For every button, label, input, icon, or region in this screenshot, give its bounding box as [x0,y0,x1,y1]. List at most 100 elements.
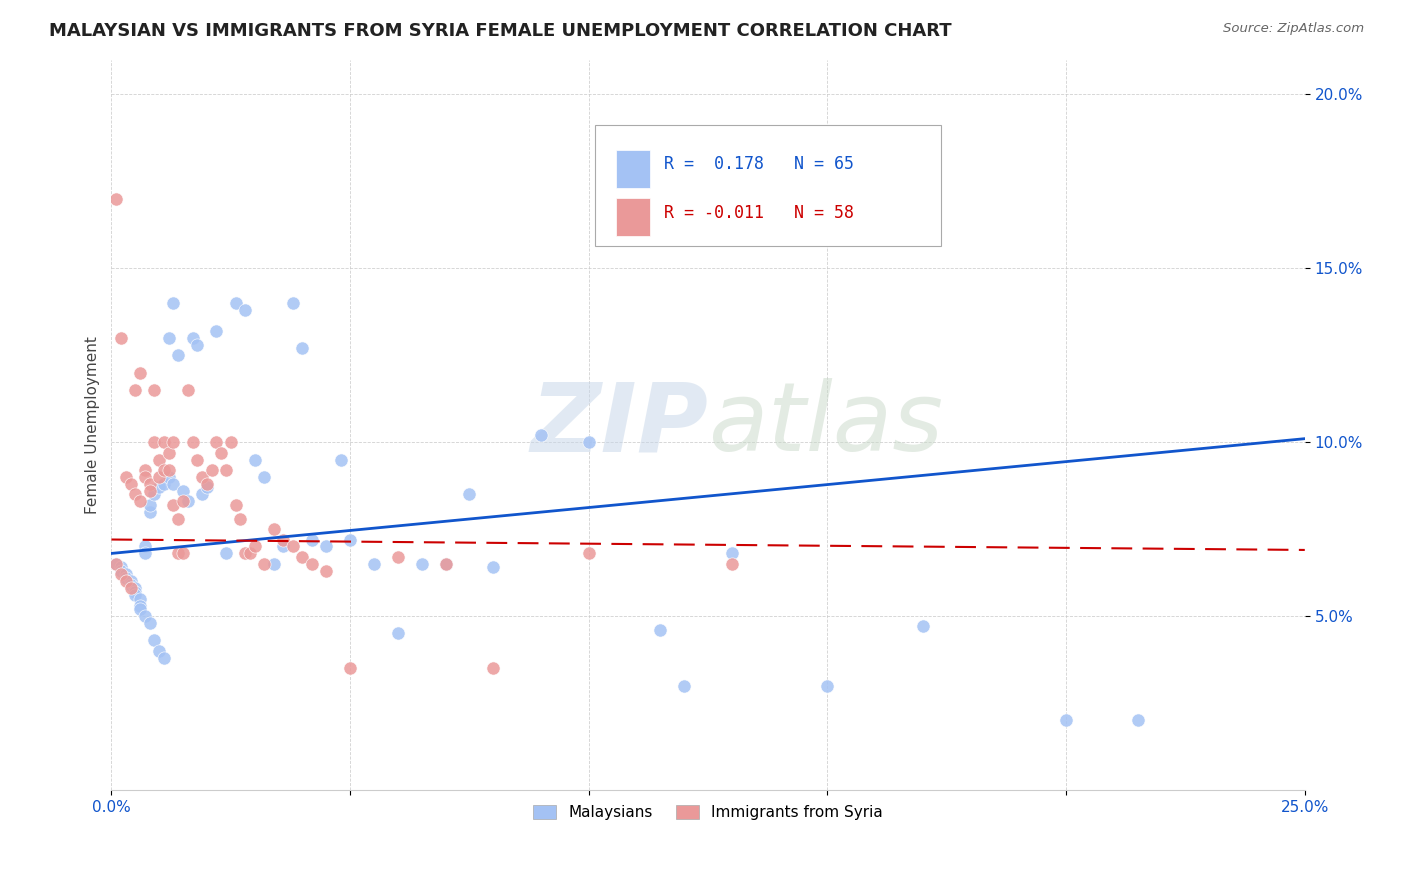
Point [219,435,242,450]
Point [239,546,262,560]
Point [243,452,266,467]
Point [114,567,136,582]
Text: MALAYSIAN VS IMMIGRANTS FROM SYRIA FEMALE UNEMPLOYMENT CORRELATION CHART: MALAYSIAN VS IMMIGRANTS FROM SYRIA FEMAL… [49,22,952,40]
Point [1126,714,1149,728]
Point [134,546,156,560]
Point [114,571,136,585]
Point [129,602,152,616]
Point [233,546,256,560]
Point [124,383,146,397]
Legend: Malaysians, Immigrants from Syria: Malaysians, Immigrants from Syria [527,799,889,826]
Point [143,487,166,501]
Point [530,428,553,442]
Point [215,546,238,560]
Point [271,540,294,554]
Point [124,487,146,501]
Point [181,331,204,345]
Point [138,498,160,512]
Text: ZIP: ZIP [530,378,709,471]
Point [157,331,180,345]
Point [458,487,481,501]
Point [186,452,208,467]
Point [129,366,152,380]
Point [578,546,600,560]
Point [124,588,146,602]
Point [387,626,409,640]
Point [301,557,323,571]
FancyBboxPatch shape [595,126,941,246]
Point [911,619,934,633]
Point [105,557,128,571]
Point [120,476,142,491]
Point [157,470,180,484]
Point [120,581,142,595]
Point [120,574,142,589]
Text: R =  0.178   N = 65: R = 0.178 N = 65 [664,155,853,173]
Point [110,560,132,574]
Point [124,581,146,595]
Point [162,435,184,450]
Point [229,511,252,525]
Point [138,615,160,630]
Point [134,540,156,554]
Point [434,557,457,571]
Point [153,463,176,477]
Point [281,540,304,554]
Text: Source: ZipAtlas.com: Source: ZipAtlas.com [1223,22,1364,36]
Point [110,564,132,578]
Point [138,505,160,519]
Point [721,546,744,560]
Point [225,498,247,512]
Point [673,679,696,693]
Point [153,476,176,491]
Point [301,533,323,547]
Point [162,296,184,310]
Point [177,494,200,508]
Point [114,470,136,484]
Point [225,296,247,310]
Point [114,574,136,589]
Point [253,557,276,571]
Point [291,549,314,564]
Point [482,560,505,574]
Point [138,483,160,498]
Point [215,463,238,477]
Bar [616,150,650,187]
Point [191,470,214,484]
Point [167,348,190,362]
Point [233,303,256,318]
Point [205,324,228,338]
Point [195,476,218,491]
Point [129,494,152,508]
Point [578,435,600,450]
Point [281,296,304,310]
Y-axis label: Female Unemployment: Female Unemployment [86,335,100,514]
Point [157,445,180,459]
Point [138,476,160,491]
Point [243,540,266,554]
Point [387,549,409,564]
Point [181,435,204,450]
Point [363,557,385,571]
Point [291,341,314,355]
Point [411,557,433,571]
Point [434,557,457,571]
Point [110,331,132,345]
Point [721,557,744,571]
Point [148,452,170,467]
Point [339,533,361,547]
Point [162,498,184,512]
Point [329,452,352,467]
Point [134,470,156,484]
Point [129,591,152,606]
Point [148,470,170,484]
Point [105,192,128,206]
Point [177,383,200,397]
Point [129,599,152,613]
Point [205,435,228,450]
Point [134,463,156,477]
Point [153,435,176,450]
Point [143,633,166,648]
Point [186,338,208,352]
Point [263,522,285,536]
